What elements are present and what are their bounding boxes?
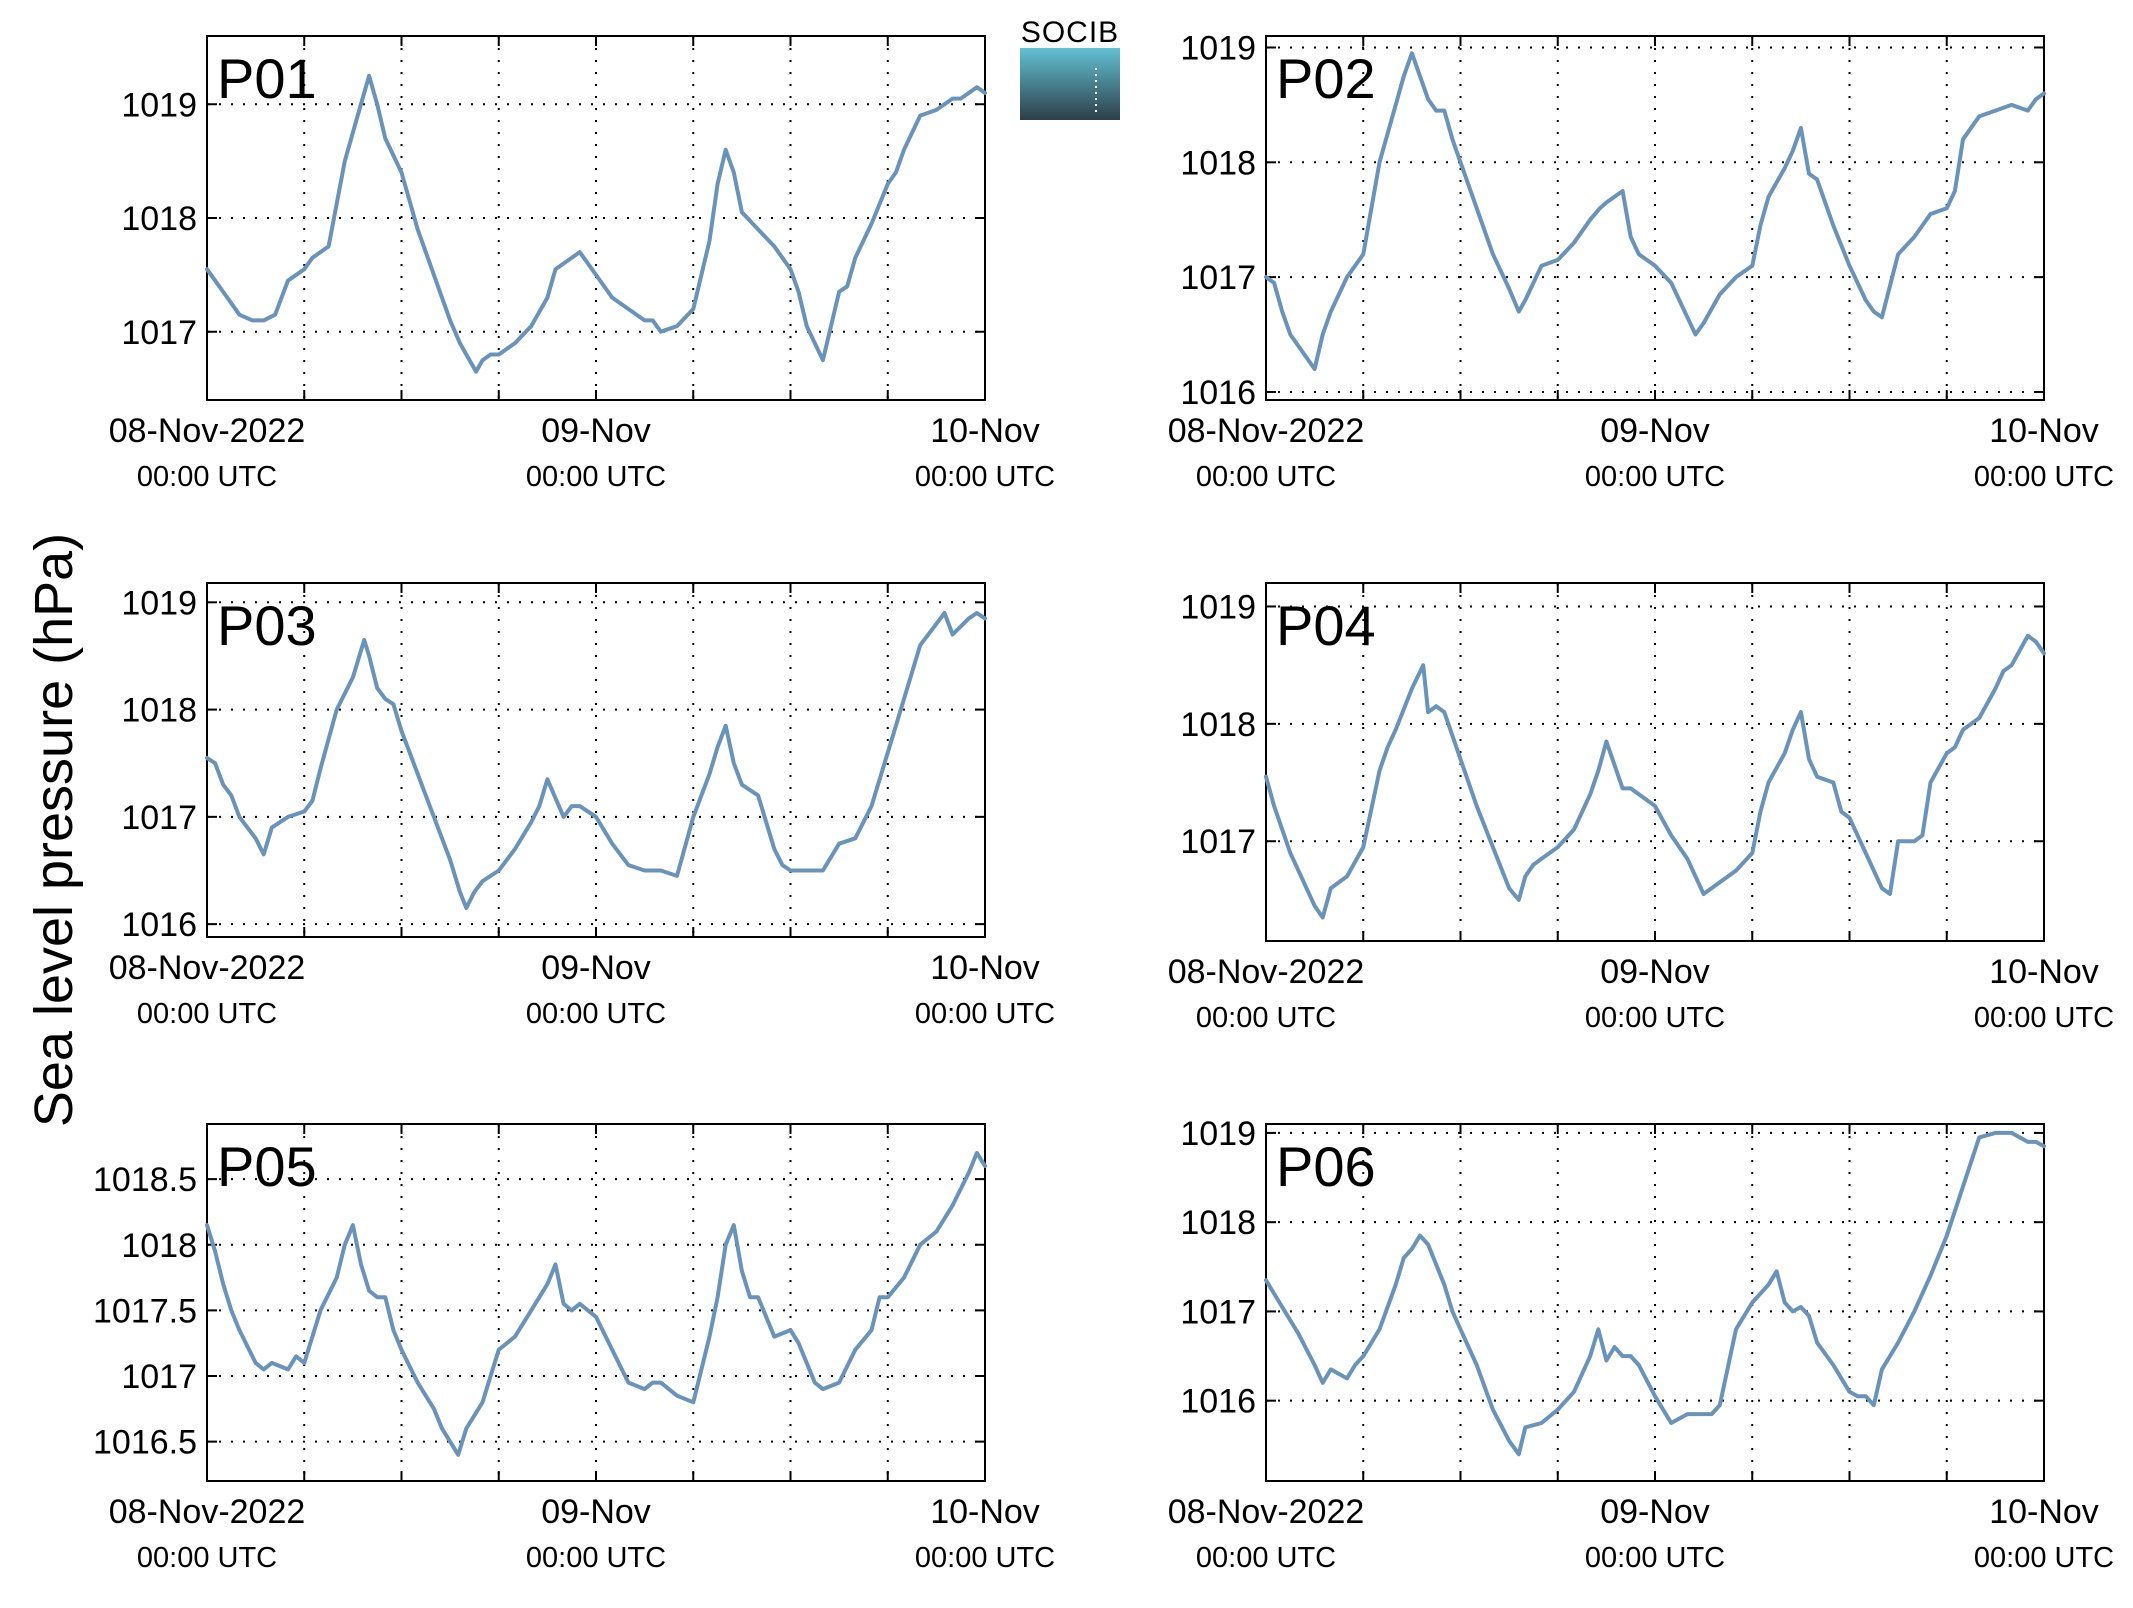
series-line-p03 — [205, 611, 987, 910]
series-line-p02 — [1264, 51, 2046, 371]
y-tick-label: 1017 — [1180, 1293, 1256, 1331]
logo-text: SOCIB — [1021, 16, 1119, 49]
x-tick-label-time: 00:00 UTC — [137, 1542, 277, 1574]
x-tick-label-time: 00:00 UTC — [1585, 461, 1725, 493]
y-tick-label: 1016.5 — [93, 1424, 197, 1462]
x-tick-label-time: 00:00 UTC — [1585, 1002, 1725, 1034]
panel-p06: 1016 1017 1018 1019 08-Nov-2022 00:00 UTC 09-N… — [1168, 1115, 2114, 1574]
x-tick-label-time: 00:00 UTC — [1585, 1542, 1725, 1574]
panel-p01: 1017 1018 1019 08-Nov-2022 00:00 UTC 09-Nov 00… — [109, 35, 1055, 493]
x-tick-label-date: 09-Nov — [541, 412, 651, 450]
x-tick-label-date: 09-Nov — [1600, 412, 1710, 450]
panel-p04: 1017 1018 1019 08-Nov-2022 00:00 UTC 09-Nov 00… — [1168, 582, 2114, 1034]
x-tick-label-time: 00:00 UTC — [1974, 1002, 2114, 1034]
y-tick-label: 1018 — [1180, 1204, 1256, 1242]
panel-label: P01 — [217, 47, 317, 110]
panel-label: P03 — [217, 594, 317, 657]
y-tick-label: 1019 — [121, 584, 197, 622]
x-tick-label-time: 00:00 UTC — [1196, 1002, 1336, 1034]
y-tick-label: 1018 — [121, 200, 197, 238]
y-tick-label: 1019 — [1180, 1115, 1256, 1153]
x-tick-label-time: 00:00 UTC — [915, 1542, 1055, 1574]
y-axis-label: Sea level pressure (hPa) — [24, 533, 84, 1127]
panel-label: P02 — [1276, 47, 1376, 110]
x-tick-label-time: 00:00 UTC — [1974, 461, 2114, 493]
x-tick-label-time: 00:00 UTC — [526, 1542, 666, 1574]
x-tick-label-date: 08-Nov-2022 — [1168, 412, 1365, 450]
x-tick-label-time: 00:00 UTC — [1196, 1542, 1336, 1574]
x-tick-label-date: 09-Nov — [541, 949, 651, 987]
y-tick-label: 1018.5 — [93, 1161, 197, 1199]
y-tick-label: 1017 — [121, 799, 197, 837]
y-tick-label: 1018 — [121, 692, 197, 730]
x-tick-label-date: 10-Nov — [930, 412, 1040, 450]
y-tick-label: 1016 — [1180, 374, 1256, 412]
y-tick-label: 1018 — [1180, 706, 1256, 744]
x-tick-label-date: 08-Nov-2022 — [109, 412, 306, 450]
series-line-p05 — [205, 1150, 987, 1457]
series-line-p06 — [1264, 1130, 2046, 1457]
y-tick-label: 1016 — [1180, 1383, 1256, 1421]
x-tick-label-time: 00:00 UTC — [1974, 1542, 2114, 1574]
x-tick-label-time: 00:00 UTC — [526, 998, 666, 1030]
y-tick-label: 1017 — [1180, 823, 1256, 861]
logo-box — [1020, 48, 1120, 120]
y-tick-label: 1019 — [1180, 29, 1256, 67]
panel-p02: 1016 1017 1018 1019 08-Nov-2022 00:00 UTC 09-N… — [1168, 29, 2114, 493]
panel-p03: 1016 1017 1018 1019 08-Nov-2022 00:00 UTC 09-N… — [109, 582, 1055, 1030]
y-tick-label: 1017.5 — [93, 1292, 197, 1330]
panel-label: P06 — [1276, 1135, 1376, 1198]
panel-label: P05 — [217, 1135, 317, 1198]
x-tick-label-date: 08-Nov-2022 — [109, 949, 306, 987]
x-tick-label-date: 08-Nov-2022 — [1168, 1493, 1365, 1531]
y-tick-label: 1019 — [1180, 588, 1256, 626]
x-tick-label-date: 10-Nov — [930, 949, 1040, 987]
panels: 1017 1018 1019 08-Nov-2022 00:00 UTC 09-Nov 00… — [93, 29, 2114, 1574]
x-tick-label-time: 00:00 UTC — [137, 998, 277, 1030]
x-tick-label-time: 00:00 UTC — [1196, 461, 1336, 493]
axes-frame — [1265, 1123, 2045, 1482]
x-tick-label-date: 09-Nov — [1600, 953, 1710, 991]
x-tick-label-date: 10-Nov — [1989, 953, 2099, 991]
x-tick-label-time: 00:00 UTC — [915, 461, 1055, 493]
socib-logo: SOCIB — [1020, 16, 1120, 120]
x-tick-label-date: 09-Nov — [1600, 1493, 1710, 1531]
x-tick-label-date: 10-Nov — [1989, 412, 2099, 450]
panel-label: P04 — [1276, 594, 1376, 657]
y-tick-label: 1016 — [121, 906, 197, 944]
series-line-p01 — [205, 73, 987, 374]
x-tick-label-date: 10-Nov — [1989, 1493, 2099, 1531]
x-tick-label-time: 00:00 UTC — [915, 998, 1055, 1030]
x-tick-label-date: 08-Nov-2022 — [1168, 953, 1365, 991]
y-tick-label: 1018 — [121, 1227, 197, 1265]
y-tick-label: 1017 — [121, 1358, 197, 1396]
y-tick-label: 1017 — [1180, 259, 1256, 297]
x-tick-label-date: 08-Nov-2022 — [109, 1493, 306, 1531]
y-tick-label: 1019 — [121, 86, 197, 124]
panel-p05: 1016.5 1017 1017.5 1018 1018.5 08-Nov-2022 00:… — [93, 1123, 1055, 1574]
x-tick-label-time: 00:00 UTC — [137, 461, 277, 493]
x-tick-label-time: 00:00 UTC — [526, 461, 666, 493]
y-tick-label: 1017 — [121, 314, 197, 352]
y-tick-label: 1018 — [1180, 144, 1256, 182]
x-tick-label-date: 10-Nov — [930, 1493, 1040, 1531]
series-line-p04 — [1264, 633, 2046, 920]
x-tick-label-date: 09-Nov — [541, 1493, 651, 1531]
